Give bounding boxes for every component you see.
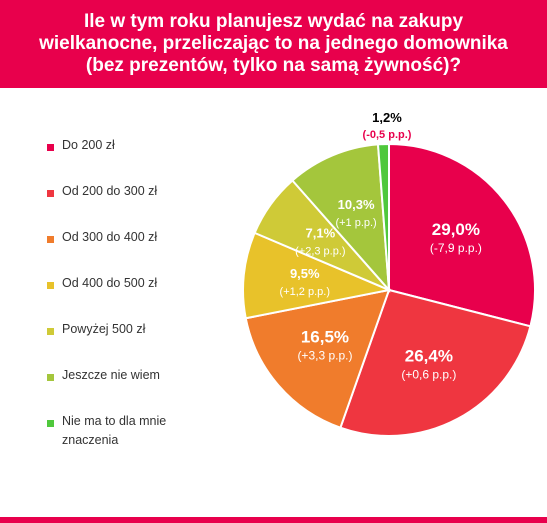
chart-title-line-1: Ile w tym roku planujesz wydać na zakupy [83,11,464,32]
slice-change-label: (+2,3 p.p.) [295,245,345,257]
slice-change-label: (+0,6 p.p.) [401,368,456,382]
slice-value-label: 16,5% [301,327,349,346]
chart-title-line-2: wielkanocne, przeliczając to na jednego … [39,33,508,54]
pie-slice [244,288,391,429]
slice-change-label: (-0,5 p.p.) [363,129,412,141]
slice-value-label: 26,4% [405,347,453,366]
pie-slice [388,142,536,328]
legend-swatch [47,144,54,151]
pie-slice [339,288,532,437]
legend-label: Powyżej 500 zł [62,322,146,336]
slice-value-label: 9,5% [290,266,320,281]
chart-title-banner: Ile w tym roku planujesz wydać na zakupy… [0,0,547,88]
legend-item: Od 400 do 500 zł [47,276,157,293]
footer-bar [0,517,547,523]
slice-value-label: 10,3% [338,197,375,212]
legend-item: Do 200 zł [47,138,115,155]
slice-change-label: (+1 p.p.) [335,217,376,229]
legend-item: Od 300 do 400 zł [47,230,157,247]
legend-swatch [47,328,54,335]
legend-label: Od 200 do 300 zł [62,184,158,198]
legend-label: Do 200 zł [62,138,115,152]
legend-item: Od 200 do 300 zł [47,184,157,201]
pie-slice [376,142,390,291]
legend-label: Od 400 do 500 zł [62,276,158,290]
legend-label: Od 300 do 400 zł [62,230,158,244]
legend-swatch [47,190,54,197]
chart-title: Ile w tym roku planujesz wydać na zakupy… [29,11,518,77]
pie-slice [291,143,391,293]
legend-swatch [47,282,54,289]
legend-item: Powyżej 500 zł [47,322,145,339]
pie-slice [242,231,393,320]
legend-label: Nie ma to dla mnie znaczenia [62,414,167,447]
legend-swatch [47,420,54,427]
legend-label: Jeszcze nie wiem [62,368,160,382]
slice-value-label: 29,0% [432,220,480,239]
slice-change-label: (+1,2 p.p.) [280,286,330,298]
slice-change-label: (+3,3 p.p.) [297,348,352,362]
slice-value-label: 7,1% [306,225,336,240]
legend-swatch [47,374,54,381]
legend-item: Jeszcze nie wiem [47,368,160,385]
legend-swatch [47,236,54,243]
slice-value-label: 1,2% [372,110,402,125]
legend-item: Nie ma to dla mnie znaczenia [47,414,202,450]
chart-title-line-3: (bez prezentów, tylko na samą żywność)? [85,55,462,76]
slice-change-label: (-7,9 p.p.) [430,241,482,255]
